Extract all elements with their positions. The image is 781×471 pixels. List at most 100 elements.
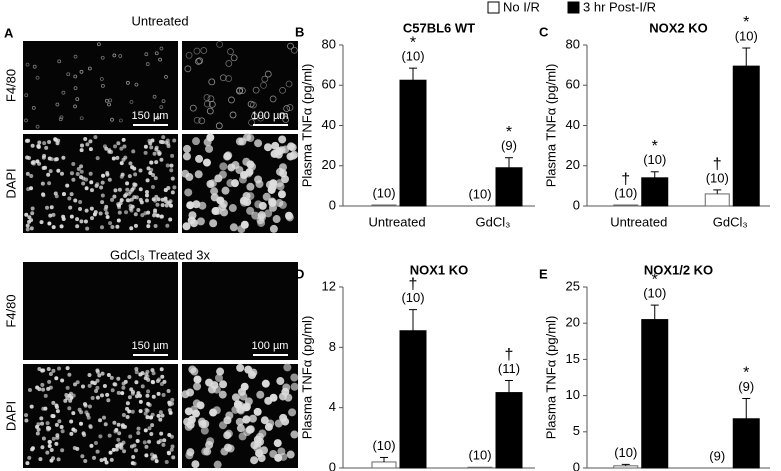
cell [186,388,195,397]
significance-marker: * [652,138,658,155]
cell [67,372,72,377]
cell [106,398,111,403]
cell [274,419,283,428]
n-label: (10) [735,28,758,43]
cell [92,381,97,386]
cell [71,393,76,398]
cell [46,386,51,391]
cell [47,439,52,444]
cell [256,437,265,446]
y-tick-label: 20 [322,157,336,172]
cell [200,426,209,435]
x-tick-label: Untreated [368,214,425,229]
cell [154,459,159,464]
cell [170,176,175,181]
cell [262,192,271,201]
cell [63,398,68,403]
cell [65,366,70,371]
cell [260,81,267,89]
cell [283,363,292,372]
cell [182,152,191,161]
cell [154,51,159,56]
cell [102,415,107,420]
cell [144,193,149,198]
cell [128,161,133,166]
cell [116,218,121,223]
cell [45,450,50,455]
cell [168,410,173,415]
cell [56,168,61,173]
cell [73,104,77,109]
y-tick-label: 25 [566,278,580,293]
cell [165,163,170,168]
cell [205,144,214,153]
significance-marker: * [506,124,512,141]
cell [109,457,114,462]
cell [111,156,116,161]
cell [92,212,97,217]
cell [145,62,150,66]
cell [100,225,105,230]
y-axis-label: Plasma TNFα (pg/ml) [543,64,558,188]
cell [161,135,166,140]
cell [165,138,170,143]
cell [253,407,262,416]
cell [30,143,35,148]
cell [99,185,104,190]
cell [246,206,255,215]
cell [88,147,93,152]
cell [198,420,207,429]
cell [143,428,148,433]
cell [41,436,46,441]
cell [65,183,70,188]
cell [61,90,66,95]
cell [159,214,164,219]
cell [69,171,74,176]
cell [269,224,278,233]
cell [35,75,40,80]
y-tick-label: 10 [566,387,580,402]
cell [116,141,121,146]
n-label: (9) [501,138,517,153]
cell [161,392,166,397]
cell [99,458,104,463]
cell [83,219,88,224]
cell [155,202,160,207]
cell [133,172,138,177]
cell [55,102,60,107]
cell [268,203,277,212]
y-tick-label: 80 [566,36,580,51]
cell [100,193,105,198]
cell [80,454,85,459]
cell [235,417,244,426]
cell [116,390,121,395]
cell [73,86,78,91]
cell [100,371,105,376]
cell [98,211,103,216]
cell [193,116,201,124]
cell [215,373,224,382]
cell [81,176,86,181]
cell [162,438,167,443]
y-tick-label: 12 [322,278,336,293]
cell [255,179,264,188]
cell [159,157,164,162]
cell [251,211,260,220]
cell [150,452,155,457]
cell [50,414,55,419]
cell [68,398,73,403]
cell [275,199,284,208]
cell [93,135,98,140]
cell [147,426,152,431]
cell [30,211,35,216]
cell [69,419,74,424]
cell [64,393,69,398]
legend-label: No I/R [503,0,540,14]
cell [122,424,127,429]
cell [134,367,139,372]
cell [134,394,139,399]
cell [150,412,155,417]
cell [206,133,215,142]
cell [126,80,130,85]
